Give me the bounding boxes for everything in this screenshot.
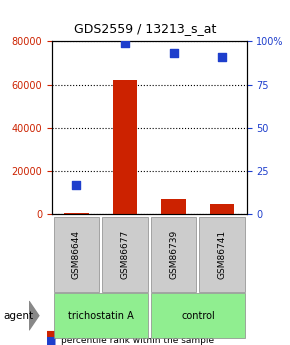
Text: ■: ■ [46,330,57,339]
Bar [162,199,186,214]
Point [220,54,224,60]
Text: agent: agent [3,311,33,321]
Text: GSM86739: GSM86739 [169,230,178,279]
Text: percentile rank within the sample: percentile rank within the sample [61,336,214,345]
Bar [64,213,89,214]
Text: ■: ■ [46,336,57,345]
Point [74,182,79,187]
Text: control: control [181,311,215,321]
Text: count: count [61,330,86,339]
Point [123,40,127,46]
Polygon shape [29,301,39,330]
Text: GSM86677: GSM86677 [121,230,130,279]
Text: trichostatin A: trichostatin A [68,311,134,321]
Bar [210,204,234,214]
Text: GSM86644: GSM86644 [72,230,81,279]
Point [171,51,176,56]
Bar [113,80,137,214]
Text: GDS2559 / 13213_s_at: GDS2559 / 13213_s_at [74,22,216,36]
Text: GSM86741: GSM86741 [218,230,227,279]
